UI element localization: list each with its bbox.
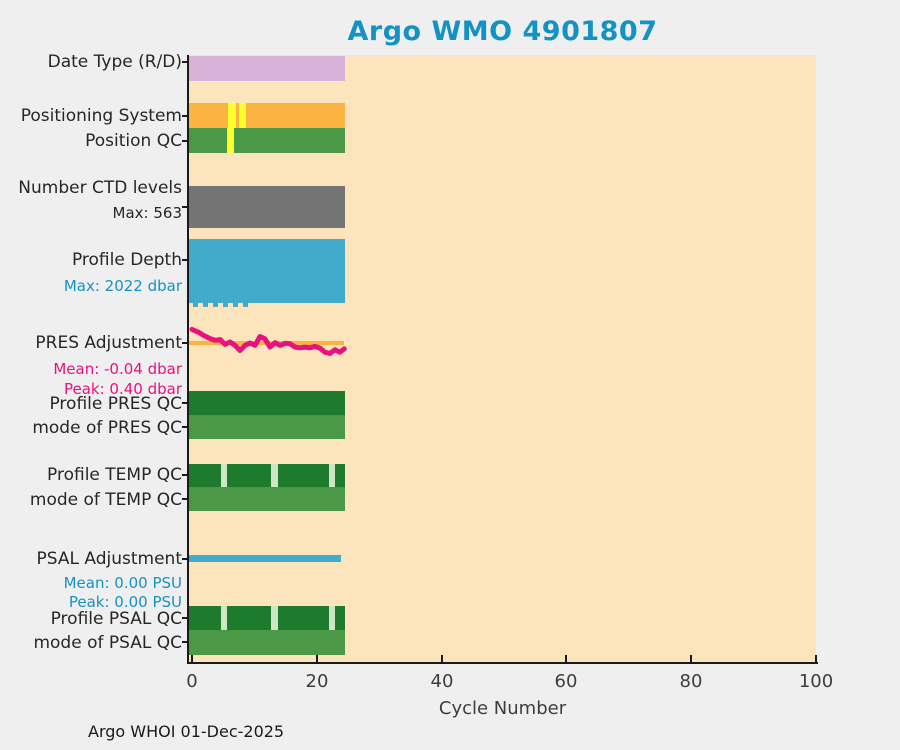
row-label-date_type: Date Type (R/D) [47,52,182,72]
row-label-psal_mean: Mean: 0.00 PSU [63,574,182,592]
row-label-mode_pres_qc: mode of PRES QC [32,418,182,438]
x-tick-label-60: 60 [554,671,578,692]
row-label-positioning_system: Positioning System [20,106,182,126]
x-tick-label-80: 80 [679,671,703,692]
x-axis-label: Cycle Number [438,698,567,719]
row-label-profile_depth: Profile Depth [71,250,182,270]
x-axis-spine [187,662,818,664]
row-label-ctd_max: Max: 563 [112,204,182,222]
row-label-depth_max: Max: 2022 dbar [63,277,182,295]
row-label-mode_temp_qc: mode of TEMP QC [29,490,182,510]
x-tick-label-20: 20 [305,671,329,692]
row-label-mode_psal_qc: mode of PSAL QC [33,633,182,653]
x-tick-label-40: 40 [430,671,454,692]
footer-credit: Argo WHOI 01-Dec-2025 [88,722,285,741]
row-label-psal_peak: Peak: 0.00 PSU [68,593,182,611]
row-label-pres_peak: Peak: 0.40 dbar [63,380,182,398]
y-axis-spine [187,55,189,664]
row-label-profile_temp_qc: Profile TEMP QC [47,465,182,485]
x-tick-label-100: 100 [798,671,834,692]
row-label-profile_pres_qc: Profile PRES QC [49,394,182,414]
row-label-pres_mean: Mean: -0.04 dbar [53,360,182,378]
chart-title: Argo WMO 4901807 [347,16,658,47]
row-label-profile_psal_qc: Profile PSAL QC [50,609,182,629]
plot-area [189,55,816,662]
x-tick-label-0: 0 [186,671,198,692]
row-label-number_ctd_levels: Number CTD levels [18,178,182,198]
row-label-pres_adjustment: PRES Adjustment [35,333,182,353]
row-label-psal_adjustment: PSAL Adjustment [36,549,182,569]
row-label-position_qc: Position QC [85,131,182,151]
